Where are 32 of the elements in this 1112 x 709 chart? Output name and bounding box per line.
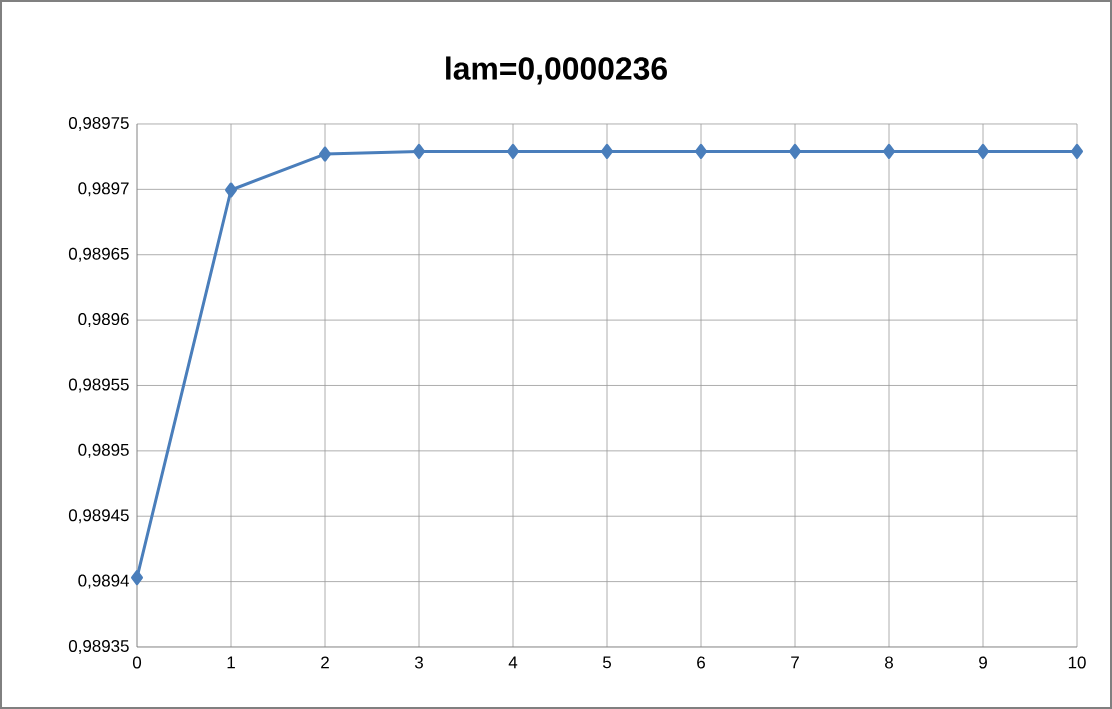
x-tick-label: 1 (227, 656, 235, 669)
point (695, 143, 708, 159)
y-tick-label: 0,9894 (78, 574, 129, 589)
point (1071, 143, 1084, 159)
point (883, 143, 896, 159)
x-tick-label: 0 (132, 656, 142, 669)
point (319, 146, 332, 162)
x-tick-label: 7 (791, 656, 799, 669)
x-tick-label: 10 (1068, 656, 1086, 669)
point (789, 143, 802, 159)
point (131, 570, 144, 586)
y-tick-label: 0,98975 (68, 116, 129, 131)
y-tick-label: 0,9895 (78, 443, 129, 458)
y-tick-label: 0,9896 (78, 313, 129, 328)
x-tick-label: 6 (697, 656, 705, 669)
x-tick-label: 5 (602, 656, 611, 669)
chart-title: lam=0,0000236 (446, 56, 667, 85)
y-tick-label: 0,9897 (78, 182, 129, 197)
point (413, 143, 426, 159)
x-tick-label: 2 (321, 656, 329, 669)
y-tick-label: 0,98965 (68, 247, 129, 262)
y-tick-label: 0,98935 (68, 639, 129, 654)
point (601, 143, 614, 159)
x-tick-label: 9 (979, 656, 987, 669)
point (977, 143, 990, 159)
y-tick-label: 0,98945 (68, 509, 129, 524)
point (507, 143, 520, 159)
x-tick-label: 3 (414, 656, 423, 669)
x-tick-label: 8 (885, 656, 893, 669)
y-tick-label: 0,98955 (68, 378, 129, 393)
point (225, 182, 238, 198)
x-tick-label: 4 (508, 656, 518, 669)
